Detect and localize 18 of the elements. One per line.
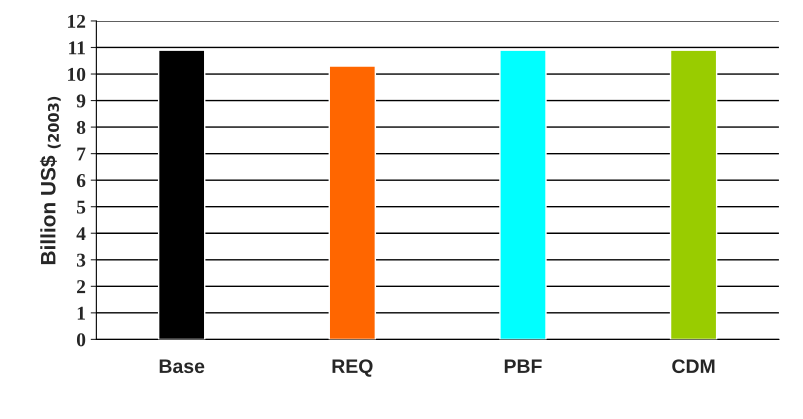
y-tick-label: 0 <box>76 333 86 346</box>
x-tick-label: REQ <box>332 359 373 377</box>
y-tick-label: 1 <box>78 306 85 320</box>
x-tick-label: Base <box>160 360 204 374</box>
y-tick-label: 5 <box>77 200 86 214</box>
y-tick-label: 8 <box>76 120 86 134</box>
x-tick-label: CDM <box>672 359 714 374</box>
y-tick-label: 11 <box>69 41 85 54</box>
y-axis-title: Billion US$ $_{(2003)}$ <box>40 96 61 264</box>
y-tick-label: 2 <box>77 280 86 294</box>
y-tick-label: 12 <box>68 14 86 28</box>
y-tick-label: 9 <box>76 94 86 108</box>
y-tick-label: 4 <box>76 227 86 240</box>
y-tick-label: 6 <box>76 174 86 188</box>
y-tick-label: 10 <box>68 68 86 81</box>
y-tick-label: 7 <box>77 148 86 160</box>
x-tick-label: PBF <box>504 360 542 373</box>
y-tick-label: 3 <box>76 254 86 267</box>
